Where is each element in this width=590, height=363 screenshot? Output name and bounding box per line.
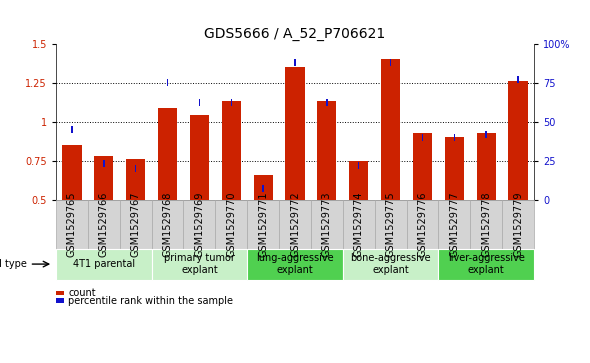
Text: liver-aggressive
explant: liver-aggressive explant [448,253,525,275]
Bar [152,200,183,249]
Bar [88,200,120,249]
Text: GSM1529778: GSM1529778 [481,191,491,257]
Text: GSM1529775: GSM1529775 [386,191,395,257]
Bar [263,185,264,192]
Text: lung-aggressive
explant: lung-aggressive explant [256,253,334,275]
Bar [199,99,200,106]
Bar [215,200,247,249]
Bar [247,200,279,249]
Text: GSM1529772: GSM1529772 [290,191,300,257]
Bar [222,101,241,200]
Text: count: count [68,288,96,298]
Text: GSM1529777: GSM1529777 [450,191,459,257]
Bar [517,76,519,83]
Title: GDS5666 / A_52_P706621: GDS5666 / A_52_P706621 [204,27,386,41]
Bar [279,200,311,249]
Bar [413,132,432,200]
Bar [343,249,438,280]
Bar [486,131,487,138]
Text: GSM1529771: GSM1529771 [258,191,268,257]
Bar [358,162,359,169]
Text: GSM1529779: GSM1529779 [513,191,523,257]
Bar [422,134,423,140]
Text: percentile rank within the sample: percentile rank within the sample [68,296,234,306]
Bar [71,126,73,133]
Text: primary tumor
explant: primary tumor explant [164,253,235,275]
Bar [183,200,215,249]
Bar [438,200,470,249]
Text: GSM1529774: GSM1529774 [354,191,363,257]
Bar [294,59,296,66]
Bar [311,200,343,249]
Bar [56,249,152,280]
Bar [375,200,407,249]
Bar [120,200,152,249]
Bar [56,200,88,249]
Bar [438,249,534,280]
Bar [254,175,273,200]
Bar [158,107,177,200]
Bar [502,200,534,249]
Bar [454,134,455,140]
Text: cell type: cell type [0,259,27,269]
Bar [103,160,104,167]
Bar [152,249,247,280]
Text: GSM1529769: GSM1529769 [195,191,204,257]
Bar [126,159,145,200]
Bar [135,165,136,172]
Bar [63,145,81,200]
Text: GSM1529767: GSM1529767 [131,191,140,257]
Text: GSM1529773: GSM1529773 [322,191,332,257]
Bar [349,160,368,200]
Bar [407,200,438,249]
Bar [381,59,400,200]
Bar [317,101,336,200]
Text: GSM1529766: GSM1529766 [99,191,109,257]
Text: GSM1529770: GSM1529770 [227,191,236,257]
Bar [247,249,343,280]
Text: GSM1529768: GSM1529768 [163,191,172,257]
Bar [445,137,464,200]
Bar [231,99,232,106]
Bar [390,59,391,66]
Bar [343,200,375,249]
Bar [326,99,327,106]
Bar [286,67,304,200]
Text: GSM1529776: GSM1529776 [418,191,427,257]
Bar [56,298,64,303]
Bar [509,81,527,200]
Bar [470,200,502,249]
Bar [56,291,64,295]
Text: 4T1 parental: 4T1 parental [73,259,135,269]
Bar [167,79,168,86]
Bar [94,156,113,200]
Text: bone-aggressive
explant: bone-aggressive explant [350,253,431,275]
Bar [477,132,496,200]
Text: GSM1529765: GSM1529765 [67,191,77,257]
Bar [190,115,209,200]
